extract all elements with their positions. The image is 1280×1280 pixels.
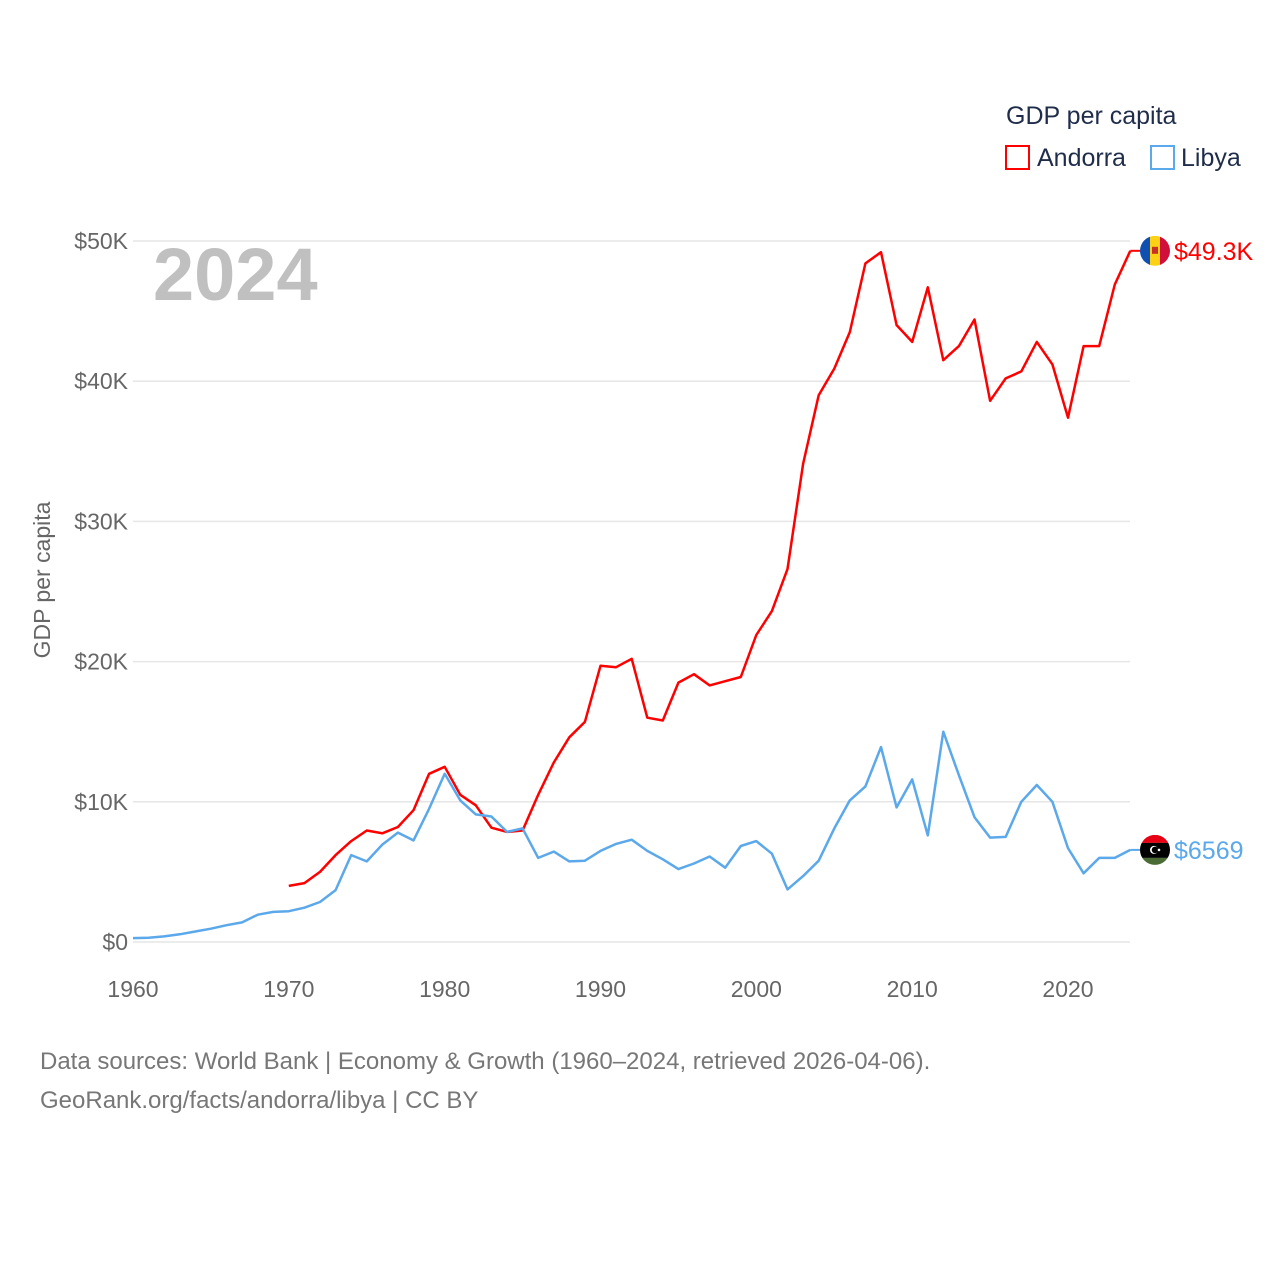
y-tick-label: $30K <box>74 508 128 534</box>
x-tick-label: 1980 <box>419 976 470 1002</box>
series-lines <box>132 250 1132 940</box>
libya-flag-icon <box>1140 834 1170 865</box>
x-axis-ticks: 1960 1970 1980 1990 2000 2010 2020 <box>107 976 1093 1002</box>
legend-swatch-andorra[interactable] <box>1005 145 1030 170</box>
y-axis-label: GDP per capita <box>29 501 55 658</box>
end-value-label-libya: $6569 <box>1174 837 1244 865</box>
series-line-libya[interactable] <box>132 730 1131 940</box>
andorra-flag-icon <box>1140 235 1170 266</box>
series-end-labels: $49.3K $6569 <box>1130 235 1254 865</box>
y-tick-label: $40K <box>74 368 128 394</box>
legend-title: GDP per capita <box>1006 102 1177 130</box>
x-tick-label: 1960 <box>107 976 158 1002</box>
x-tick-label: 2020 <box>1042 976 1093 1002</box>
year-label: 2024 <box>153 233 318 316</box>
y-tick-label: $20K <box>74 649 128 675</box>
end-value-label-andorra: $49.3K <box>1174 238 1254 266</box>
y-tick-label: $50K <box>74 228 128 254</box>
legend-label-andorra[interactable]: Andorra <box>1037 144 1126 172</box>
y-tick-label: $0 <box>102 929 128 955</box>
source-note: Data sources: World Bank | Economy & Gro… <box>40 1042 930 1120</box>
y-tick-label: $10K <box>74 789 128 815</box>
x-tick-label: 1970 <box>263 976 314 1002</box>
source-line-2[interactable]: GeoRank.org/facts/andorra/libya | CC BY <box>40 1087 479 1114</box>
x-tick-label: 2010 <box>887 976 938 1002</box>
x-tick-label: 1990 <box>575 976 626 1002</box>
y-axis-ticks: $0 $10K $20K $30K $40K $50K <box>74 228 128 955</box>
legend: GDP per capita Andorra Libya <box>1005 102 1241 172</box>
legend-label-libya[interactable]: Libya <box>1181 144 1241 172</box>
legend-swatch-libya[interactable] <box>1150 145 1175 170</box>
source-line-1: Data sources: World Bank | Economy & Gro… <box>40 1048 931 1075</box>
series-line-andorra[interactable] <box>288 250 1132 888</box>
x-tick-label: 2000 <box>731 976 782 1002</box>
